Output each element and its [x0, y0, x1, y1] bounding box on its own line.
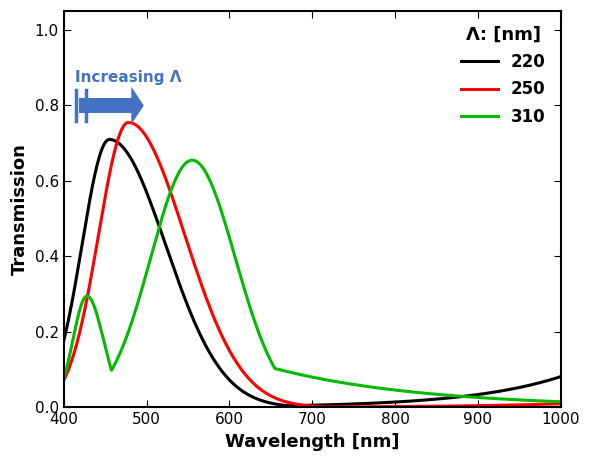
250 — [494, 402, 501, 408]
310 — [272, 366, 280, 371]
310 — [494, 396, 501, 401]
220 — [106, 137, 113, 142]
Line: 220: 220 — [64, 140, 561, 406]
310 — [117, 349, 124, 355]
250 — [125, 120, 132, 125]
220 — [548, 377, 555, 383]
250 — [117, 130, 124, 135]
250 — [147, 140, 154, 146]
310 — [557, 399, 564, 405]
250 — [548, 401, 555, 407]
220 — [494, 389, 501, 395]
310 — [189, 158, 196, 163]
310 — [547, 399, 554, 404]
220 — [117, 142, 124, 147]
310 — [251, 318, 258, 323]
250 — [272, 395, 280, 401]
220 — [272, 401, 280, 407]
220 — [557, 374, 564, 379]
220 — [60, 338, 67, 343]
250 — [326, 404, 333, 410]
Y-axis label: Transmission: Transmission — [11, 143, 29, 275]
Legend: 220, 250, 310: 220, 250, 310 — [454, 19, 553, 132]
250 — [60, 377, 67, 383]
250 — [251, 382, 258, 387]
220 — [284, 403, 291, 408]
250 — [557, 401, 564, 407]
Line: 310: 310 — [64, 160, 561, 402]
Text: Increasing Λ: Increasing Λ — [74, 70, 181, 85]
310 — [147, 258, 154, 263]
310 — [60, 376, 67, 382]
220 — [147, 199, 154, 204]
220 — [251, 395, 258, 401]
Line: 250: 250 — [64, 122, 561, 407]
X-axis label: Wavelength [nm]: Wavelength [nm] — [225, 433, 400, 451]
